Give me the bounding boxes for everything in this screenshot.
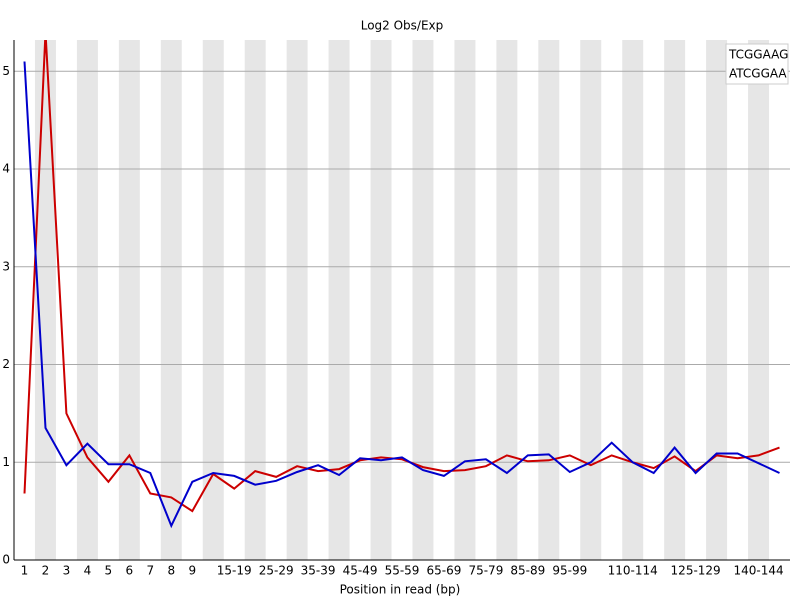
- x-tick-label: 15-19: [217, 564, 252, 578]
- stripe: [160, 40, 182, 560]
- y-tick-label: 0: [2, 553, 10, 567]
- x-tick-label: 85-89: [510, 564, 545, 578]
- x-tick-label: 110-114: [608, 564, 658, 578]
- legend-entry: ATCGGAA: [729, 67, 787, 81]
- x-axis-label: Position in read (bp): [340, 583, 461, 597]
- x-tick-label: 25-29: [259, 564, 294, 578]
- stripe: [580, 40, 602, 560]
- y-tick-label: 5: [2, 64, 10, 78]
- x-tick-label: 125-129: [671, 564, 721, 578]
- stripe: [538, 40, 560, 560]
- x-tick-label: 75-79: [468, 564, 503, 578]
- stripe: [118, 40, 140, 560]
- stripe: [706, 40, 728, 560]
- series-line: [23, 40, 780, 513]
- x-tick-label: 2: [42, 564, 50, 578]
- x-tick-label: 8: [167, 564, 175, 578]
- legend-box: [725, 43, 789, 85]
- x-tick-label: 65-69: [427, 564, 462, 578]
- x-tick-label: 3: [63, 564, 71, 578]
- series-line: [23, 61, 780, 529]
- stripe: [286, 40, 308, 560]
- x-tick-label: 1: [21, 564, 29, 578]
- x-tick-label: 5: [105, 564, 113, 578]
- x-tick-label: 7: [147, 564, 155, 578]
- x-tick-label: 9: [188, 564, 196, 578]
- stripe: [244, 40, 266, 560]
- stripe: [454, 40, 476, 560]
- stripe: [622, 40, 644, 560]
- stripe: [496, 40, 518, 560]
- legend-entry: TCGGAAG: [728, 48, 788, 62]
- stripe: [370, 40, 392, 560]
- x-tick-label: 45-49: [343, 564, 378, 578]
- y-tick-label: 1: [2, 455, 10, 469]
- x-tick-label: 35-39: [301, 564, 336, 578]
- y-tick-label: 2: [2, 357, 10, 371]
- chart-title: Log2 Obs/Exp: [361, 19, 444, 33]
- x-tick-label: 55-59: [385, 564, 420, 578]
- stripe: [328, 40, 350, 560]
- stripe: [664, 40, 686, 560]
- stripe: [76, 40, 98, 560]
- x-tick-label: 140-144: [733, 564, 783, 578]
- y-tick-label: 4: [2, 162, 10, 176]
- stripe: [748, 40, 770, 560]
- x-tick-label: 4: [84, 564, 92, 578]
- x-tick-label: 6: [126, 564, 134, 578]
- x-tick-label: 95-99: [552, 564, 587, 578]
- y-tick-label: 3: [2, 259, 10, 273]
- stripe: [412, 40, 434, 560]
- stripe: [202, 40, 224, 560]
